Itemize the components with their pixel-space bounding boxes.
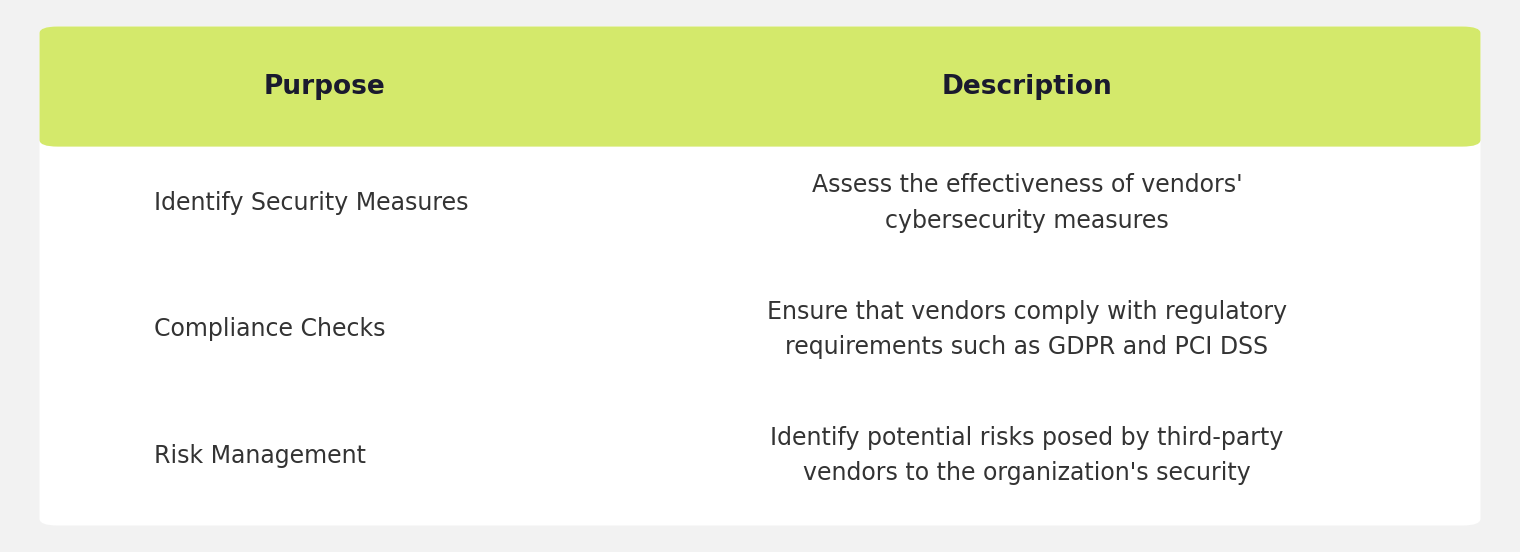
Text: Compliance Checks: Compliance Checks	[154, 317, 386, 342]
Text: Ensure that vendors comply with regulatory
requirements such as GDPR and PCI DSS: Ensure that vendors comply with regulato…	[766, 300, 1287, 359]
Text: Assess the effectiveness of vendors'
cybersecurity measures: Assess the effectiveness of vendors' cyb…	[812, 173, 1242, 233]
Text: Identify potential risks posed by third-party
vendors to the organization's secu: Identify potential risks posed by third-…	[771, 426, 1283, 485]
FancyBboxPatch shape	[40, 26, 1480, 147]
Bar	[76, 124, 1444, 140]
Text: Purpose: Purpose	[264, 73, 386, 99]
Text: Identify Security Measures: Identify Security Measures	[154, 191, 468, 215]
Text: Description: Description	[941, 73, 1113, 99]
Text: Risk Management: Risk Management	[154, 444, 366, 468]
FancyBboxPatch shape	[40, 26, 1480, 526]
